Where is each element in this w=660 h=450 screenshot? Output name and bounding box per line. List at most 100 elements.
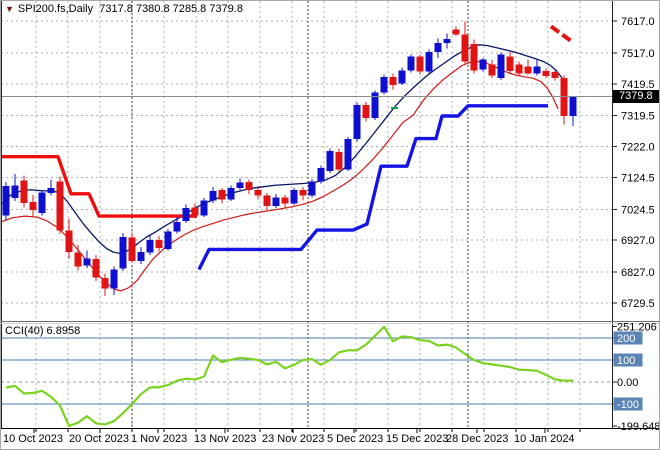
candle-body bbox=[218, 190, 226, 200]
candle-body bbox=[524, 66, 532, 74]
cci-axis-label: 100 bbox=[617, 355, 635, 367]
time-axis-label: 20 Oct 2023 bbox=[69, 433, 129, 445]
red-trendline-annotation bbox=[549, 24, 574, 44]
candle-body bbox=[353, 105, 361, 140]
candle-body bbox=[119, 236, 127, 269]
cci-line bbox=[5, 325, 574, 428]
candle-body bbox=[425, 51, 433, 72]
cci-level-badge bbox=[613, 353, 643, 367]
candle-body bbox=[551, 72, 559, 78]
candle-body bbox=[299, 190, 307, 196]
candle-body bbox=[362, 105, 370, 118]
candle-body bbox=[434, 42, 442, 52]
candle-body bbox=[344, 139, 352, 170]
cci-indicator-label: CCI(40) 6.8958 bbox=[5, 325, 81, 337]
candle-body bbox=[155, 239, 163, 249]
candle-body bbox=[461, 34, 469, 62]
cci-panel-plot[interactable] bbox=[1, 323, 612, 428]
cci-level-badge bbox=[613, 331, 643, 345]
candle-body bbox=[479, 59, 487, 70]
candle-body bbox=[65, 230, 73, 253]
candle-body bbox=[83, 258, 91, 266]
candle-body bbox=[227, 187, 235, 200]
candle-body bbox=[416, 56, 424, 72]
candle-body bbox=[29, 201, 37, 211]
price-axis-label: 7319.5 bbox=[621, 111, 655, 123]
cci-axis-label: 200 bbox=[617, 333, 635, 345]
cci-axis-label: 0.00 bbox=[617, 377, 638, 389]
candle-body bbox=[146, 239, 154, 253]
cci-axis-label: -100 bbox=[617, 399, 639, 411]
candle-body bbox=[236, 182, 244, 188]
candle-body bbox=[281, 197, 289, 204]
ma-fast-navy-line bbox=[1, 44, 563, 254]
candle-body bbox=[371, 92, 379, 118]
price-axis-label: 7517.0 bbox=[621, 48, 655, 60]
time-axis: 10 Oct 2023 20 Oct 2023 1 Nov 2023 13 Nov 2… bbox=[3, 429, 581, 445]
time-axis-label: 5 Dec 2023 bbox=[327, 433, 383, 445]
main-chart-plot[interactable] bbox=[1, 1, 612, 321]
candle-body bbox=[191, 207, 199, 216]
candle-body bbox=[254, 190, 262, 196]
price-axis-label: 7124.5 bbox=[621, 172, 655, 184]
price-axis-label: 7419.5 bbox=[621, 79, 655, 91]
candle-body bbox=[245, 182, 253, 191]
time-axis-label: 15 Dec 2023 bbox=[386, 433, 448, 445]
trend-stop-red-line bbox=[1, 154, 197, 218]
candle-body bbox=[506, 56, 514, 71]
candle-body bbox=[470, 43, 478, 71]
candle-body bbox=[443, 39, 451, 43]
candle-body bbox=[92, 258, 100, 278]
candle-body bbox=[56, 181, 64, 231]
candle-body bbox=[452, 29, 460, 35]
price-axis-label: 7222.0 bbox=[621, 142, 655, 154]
panel-divider[interactable] bbox=[1, 318, 612, 325]
candle-body bbox=[407, 56, 415, 71]
candle-body bbox=[263, 195, 271, 206]
candle-body bbox=[173, 221, 181, 232]
candle-body bbox=[317, 167, 325, 182]
candle-body bbox=[11, 185, 19, 198]
symbol-marker-icon: ▼ bbox=[5, 4, 14, 14]
time-axis-label: 13 Nov 2023 bbox=[194, 433, 256, 445]
candle-body bbox=[389, 77, 397, 86]
candle-body bbox=[533, 66, 541, 74]
candle-body bbox=[335, 151, 343, 170]
chart-header: ▼ SPI200.fs,Daily 7317.8 7380.8 7285.8 73… bbox=[5, 3, 243, 15]
candle-body bbox=[560, 77, 568, 117]
candle-body bbox=[380, 77, 388, 93]
candle-body bbox=[110, 269, 118, 289]
time-axis-label: 28 Dec 2023 bbox=[446, 433, 508, 445]
price-axis: 7617.0 7517.0 7419.5 7319.5 7222.0 7124.5 7024… bbox=[612, 16, 655, 310]
time-axis-label: 10 Jan 2024 bbox=[514, 433, 575, 445]
candle-body bbox=[398, 70, 406, 84]
candles-series bbox=[2, 21, 577, 296]
time-axis-label: 23 Nov 2023 bbox=[262, 433, 324, 445]
price-axis-scale[interactable] bbox=[613, 1, 659, 428]
time-axis-scale[interactable] bbox=[1, 428, 659, 449]
candle-body bbox=[326, 150, 334, 171]
candle-body bbox=[74, 252, 82, 267]
price-axis-label: 6827.0 bbox=[621, 267, 655, 279]
cci-axis-label: 251.206 bbox=[617, 322, 657, 334]
price-axis-label: 6927.0 bbox=[621, 235, 655, 247]
candle-body bbox=[137, 252, 145, 261]
candle-body bbox=[47, 187, 55, 194]
time-gridlines bbox=[35, 1, 581, 428]
price-axis-label: 7024.5 bbox=[621, 204, 655, 216]
candle-body bbox=[569, 96, 577, 117]
candle-body bbox=[20, 180, 28, 203]
cci-axis-label: -199.648 bbox=[617, 421, 660, 433]
candle-body bbox=[209, 190, 217, 201]
red-trendline-annotation[interactable] bbox=[549, 24, 574, 44]
candle-body bbox=[488, 64, 496, 76]
candle-body bbox=[182, 208, 190, 221]
candle-body bbox=[164, 231, 172, 249]
candle-body bbox=[542, 70, 550, 76]
candle-body bbox=[497, 54, 505, 78]
candle-body bbox=[272, 197, 280, 206]
candle-body bbox=[101, 278, 109, 289]
